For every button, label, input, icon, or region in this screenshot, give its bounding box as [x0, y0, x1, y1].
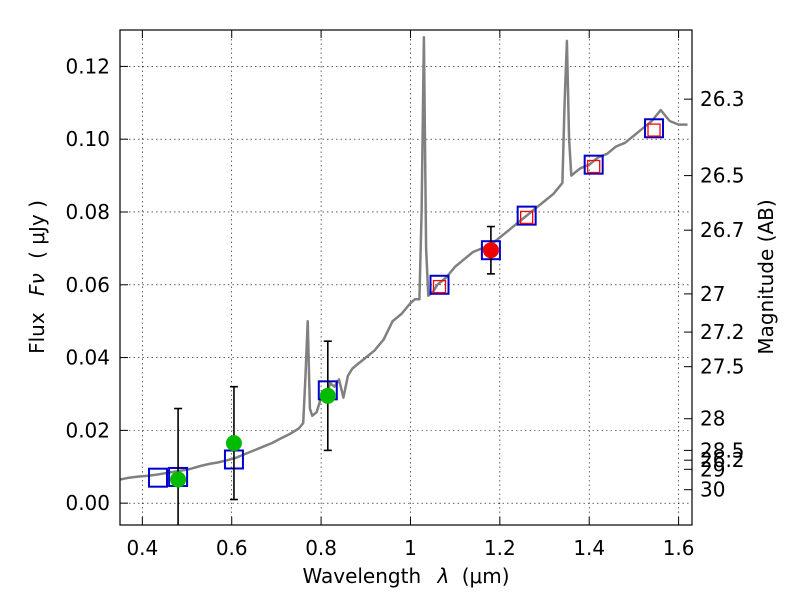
- mag-tick-label: 26.5: [700, 164, 745, 188]
- x-axis-label-unit: (μm): [462, 564, 510, 588]
- x-tick-label: 1.2: [484, 536, 516, 560]
- optical-observation-point: [170, 471, 187, 488]
- x-axis-label-prefix: Wavelength: [302, 564, 421, 588]
- plot-area: [120, 36, 688, 525]
- optical-observation-point: [319, 387, 336, 404]
- mag-tick-label: 28: [700, 407, 725, 431]
- x-tick-label: 0.4: [126, 536, 158, 560]
- y-axis-label-symbol: Fν: [25, 273, 49, 296]
- y-tick-label: 0.08: [65, 200, 110, 224]
- mag-tick-label: 26.7: [700, 218, 745, 242]
- nir-observation-square: [432, 279, 447, 294]
- mag-tick-label: 28.5: [700, 438, 745, 462]
- x-tick-label: 0.8: [305, 536, 337, 560]
- optical-observation-point: [225, 435, 242, 452]
- y-tick-label: 0.04: [65, 346, 110, 370]
- model-photometry-square: [429, 274, 450, 295]
- y-tick-label: 0.10: [65, 127, 110, 151]
- mag-tick-label: 27.5: [700, 355, 745, 379]
- x-axis-label-symbol: λ: [437, 564, 450, 588]
- y-axis-label-unit: ( μJy ): [25, 200, 49, 259]
- mag-tick-label: 26.2: [700, 448, 745, 472]
- x-tick-label: 1.6: [663, 536, 695, 560]
- model-photometry-square: [644, 118, 665, 139]
- mag-tick-label: 30: [700, 478, 725, 502]
- mag-tick-label: 27: [700, 282, 725, 306]
- mag-tick-label: 26.3: [700, 87, 745, 111]
- x-tick-label: 1: [404, 536, 417, 560]
- x-tick-label: 1.4: [573, 536, 605, 560]
- nir-observation-square: [520, 210, 534, 225]
- y-tick-label: 0.12: [65, 54, 110, 78]
- y-axis-label: Flux Fν ( μJy ): [25, 200, 49, 354]
- model-photometry-square: [516, 205, 537, 226]
- plot-frame: [119, 29, 693, 526]
- grid: [120, 30, 692, 525]
- model-photometry-square: [583, 154, 604, 175]
- y-tick-label: 0.06: [65, 273, 110, 297]
- mag-tick-label: 29: [700, 457, 725, 481]
- y-tick-label: 0.02: [65, 418, 110, 442]
- mag-tick-label: 27.2: [700, 320, 745, 344]
- model-photometry-square: [147, 467, 168, 488]
- x-tick-label: 0.6: [216, 536, 248, 560]
- nir-observation-square: [587, 159, 601, 174]
- axis-ticks: 0.4 0.6 0.8 1 1.2 1.4 1.6 0.00 0.02 0.04 0.06 0.08 0…: [65, 30, 745, 560]
- nir-observation-square: [647, 123, 661, 137]
- x-axis-label: Wavelength λ (μm): [302, 564, 509, 588]
- model-sed-line: [120, 36, 688, 481]
- nir-detection-point: [482, 242, 499, 259]
- y2-axis-label: Magnitude (AB): [754, 199, 778, 354]
- y-axis-label-prefix: Flux: [25, 312, 49, 354]
- y-tick-label: 0.00: [65, 491, 110, 515]
